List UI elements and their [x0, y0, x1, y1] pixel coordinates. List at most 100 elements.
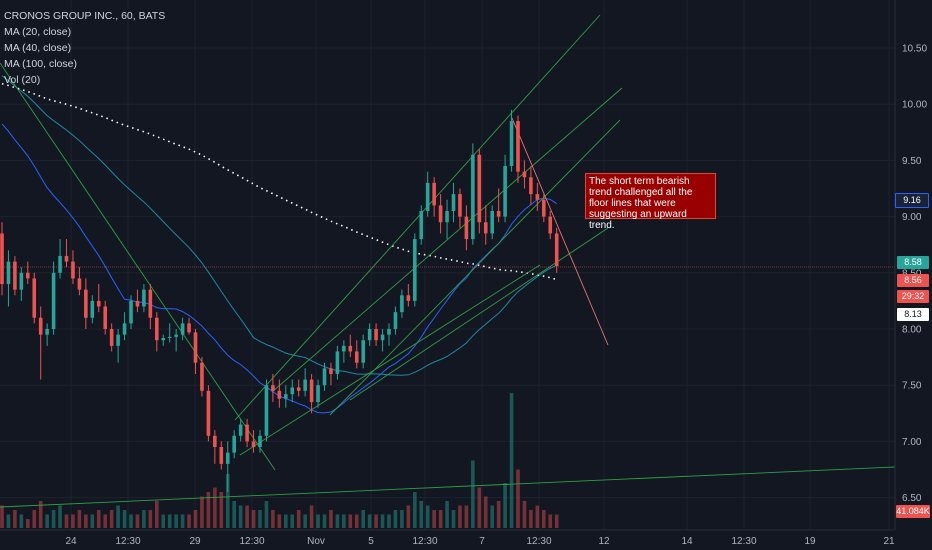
time-tick-label: 19: [804, 536, 816, 547]
candle-body: [264, 385, 269, 436]
time-tick-label: 21: [883, 536, 895, 547]
volume-bar: [290, 514, 295, 528]
volume-bar: [535, 505, 540, 528]
candle-body: [367, 329, 372, 341]
trendline-green[interactable]: [234, 14, 601, 421]
volume-bar: [503, 483, 507, 528]
volume-bar: [142, 510, 146, 528]
volume-bar: [542, 510, 546, 528]
candle-body: [135, 300, 140, 307]
candle-body: [96, 300, 101, 307]
candle-body: [251, 441, 256, 448]
candle-body: [503, 166, 507, 217]
candle-body: [38, 317, 43, 335]
volume-bar: [58, 505, 62, 528]
candle-body: [271, 385, 275, 391]
volume-bar: [393, 510, 398, 528]
candle-body: [225, 452, 230, 464]
candle-body: [206, 390, 211, 436]
volume-bar: [6, 514, 11, 528]
candle-body: [6, 261, 11, 285]
candle-body: [13, 261, 17, 290]
trendline-bearish[interactable]: [511, 117, 609, 346]
time-tick-label: 5: [368, 536, 374, 547]
volume-bar: [316, 514, 320, 528]
candle-body: [387, 329, 391, 335]
legend-volume[interactable]: Vol (20): [4, 74, 41, 86]
chart-annotation[interactable]: The short term bearish trend challenged …: [585, 173, 716, 231]
trendline-green[interactable]: [239, 264, 541, 456]
volume-bar: [84, 514, 88, 528]
volume-bar: [516, 469, 520, 528]
time-tick-label: 12:30: [239, 536, 264, 547]
trendline-green[interactable]: [0, 466, 896, 508]
candle-body: [296, 387, 301, 391]
candle-body: [90, 300, 95, 318]
legend-ma40[interactable]: MA (40, close): [4, 42, 72, 54]
candle-body: [84, 289, 88, 318]
candle-body: [32, 278, 37, 318]
candle-body: [77, 278, 82, 290]
time-tick-label: 29: [189, 536, 201, 547]
volume-bar: [400, 510, 404, 528]
volume-bar: [342, 514, 346, 528]
candle-body: [109, 329, 114, 346]
volume-bar: [432, 510, 436, 528]
time-tick-label: 24: [65, 536, 77, 547]
volume-bar: [490, 505, 494, 528]
price-tick-label: 10.50: [902, 44, 927, 55]
trendline-green[interactable]: [329, 119, 621, 416]
candle-body: [155, 317, 159, 341]
candle-body: [19, 272, 24, 290]
volume-bar: [509, 393, 514, 528]
time-tick-label: 7: [479, 536, 485, 547]
volume-bar: [13, 510, 17, 528]
volume-bar: [167, 514, 172, 528]
time-tick-label: 14: [681, 536, 693, 547]
volume-bar: [51, 510, 56, 528]
candle-body: [509, 121, 514, 167]
candle-body: [342, 345, 346, 352]
volume-bar: [180, 514, 185, 528]
volume-bar: [348, 514, 353, 528]
legend-ma100[interactable]: MA (100, close): [4, 58, 77, 70]
candle-body: [419, 210, 424, 240]
volume-bar: [322, 514, 327, 528]
candle-body: [284, 394, 288, 399]
candle-body: [129, 300, 133, 324]
volume-bar: [64, 514, 69, 528]
volume-bar: [451, 510, 456, 528]
volume-bar: [458, 505, 462, 528]
volume-bar: [483, 496, 488, 528]
volume-bar: [38, 501, 43, 528]
volume-bar: [387, 514, 391, 528]
volume-bar: [354, 514, 359, 528]
volume-bar: [303, 514, 307, 528]
trendline-green[interactable]: [349, 227, 609, 401]
volume-bar: [206, 492, 211, 528]
volume-bar: [103, 514, 107, 528]
time-ticks: 24 12:30 29 12:30 Nov 5 12:30 7 12:30 12 14 12:30 19…: [65, 536, 895, 547]
price-tick-label: 10.00: [902, 100, 927, 111]
price-tick-label: 9.50: [902, 156, 922, 167]
legend-title[interactable]: CRONOS GROUP INC., 60, BATS: [4, 10, 166, 22]
candle-body: [490, 210, 494, 234]
candle-body: [277, 390, 282, 399]
volume-bar: [406, 505, 411, 528]
candle-body: [400, 295, 404, 313]
volume-bar: [213, 487, 217, 528]
volume-bar: [90, 514, 95, 528]
time-tick-label: 12: [598, 536, 610, 547]
legend-ma20[interactable]: MA (20, close): [4, 26, 72, 38]
candle-body: [142, 289, 146, 307]
trendline-green[interactable]: [271, 87, 623, 393]
candle-body: [232, 435, 236, 453]
time-axis[interactable]: [0, 530, 932, 550]
tag-ma-low: 8.13: [897, 308, 929, 321]
candle-body: [354, 351, 359, 363]
candle-body: [348, 345, 353, 352]
trendline-green[interactable]: [0, 62, 276, 471]
volume-bar: [380, 514, 385, 528]
volume-bar: [135, 514, 140, 528]
